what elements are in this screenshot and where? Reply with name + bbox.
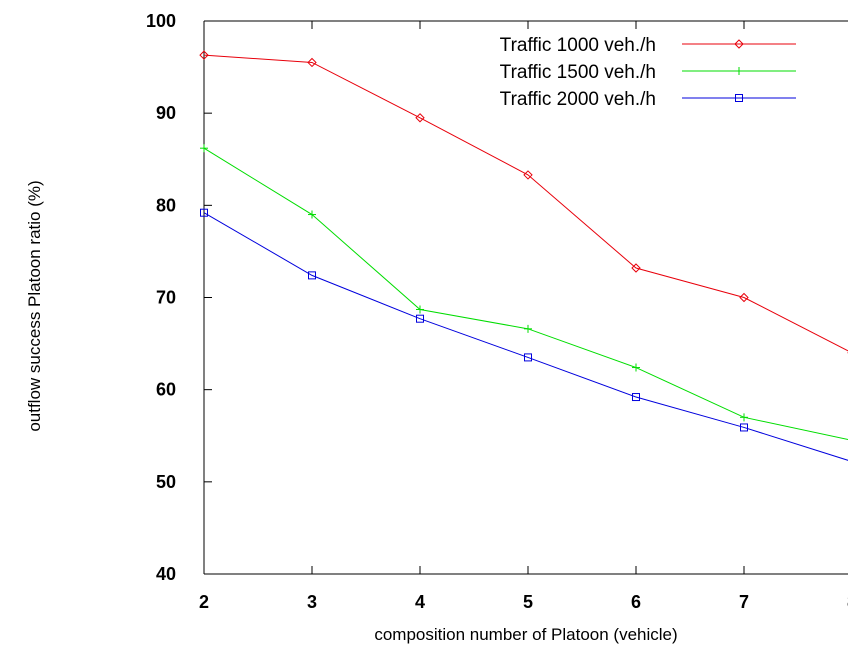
series-line-2: [203, 147, 848, 441]
x-tick-label: 6: [631, 592, 641, 612]
x-tick-label: 2: [199, 592, 209, 612]
legend: Traffic 1000 veh./h Traffic 1500 veh./h Tr…: [500, 35, 796, 110]
data-point-series-1: [415, 113, 425, 123]
data-point-series-3: [524, 353, 532, 362]
x-tick-label: 4: [415, 592, 425, 612]
y-tick-label: 50: [156, 472, 176, 492]
data-point-series-3: [200, 208, 208, 217]
y-tick-label: 100: [146, 11, 176, 31]
series-line-3: [203, 212, 848, 461]
y-tick-label: 60: [156, 380, 176, 400]
data-point-series-3: [740, 423, 748, 432]
data-point-series-1: [307, 57, 317, 68]
data-point-series-2: [740, 413, 748, 422]
legend-marker-3: [735, 94, 743, 102]
data-point-series-1: [631, 263, 641, 273]
data-point-series-3: [308, 271, 316, 280]
data-point-series-3: [416, 314, 424, 323]
data-point-series-1: [199, 50, 209, 60]
y-tick-label: 90: [156, 103, 176, 123]
legend-label-2: Traffic 1500 veh./h: [500, 62, 656, 83]
y-tick-label: 70: [156, 288, 176, 308]
data-point-series-2: [200, 144, 208, 153]
series-line-1: [203, 54, 848, 352]
x-axis-label: composition number of Platoon (vehicle): [374, 625, 677, 644]
series-layer: [199, 50, 848, 461]
data-point-series-1: [523, 170, 533, 180]
legend-label-3: Traffic 2000 veh./h: [500, 89, 656, 110]
y-tick-label: 40: [156, 564, 176, 584]
x-tick-label: 7: [739, 592, 749, 612]
legend-marker-2: [735, 67, 743, 75]
x-tick-label: 5: [523, 592, 533, 612]
data-point-series-1: [739, 292, 749, 303]
data-point-series-2: [416, 305, 424, 314]
data-point-series-2: [524, 324, 532, 333]
y-axis-label: outflow success Platoon ratio (%): [25, 180, 44, 431]
legend-marker-1: [734, 39, 744, 49]
legend-label-1: Traffic 1000 veh./h: [500, 35, 656, 56]
data-point-series-2: [308, 210, 316, 219]
data-point-series-3: [632, 393, 640, 402]
x-tick-label: 8: [847, 592, 848, 612]
y-tick-label: 80: [156, 195, 176, 215]
data-point-series-2: [632, 363, 640, 372]
tick-layer: 40 50 60 70 80 90 100 2 3 4 5 6 7 8: [146, 11, 848, 612]
x-tick-label: 3: [307, 592, 317, 612]
